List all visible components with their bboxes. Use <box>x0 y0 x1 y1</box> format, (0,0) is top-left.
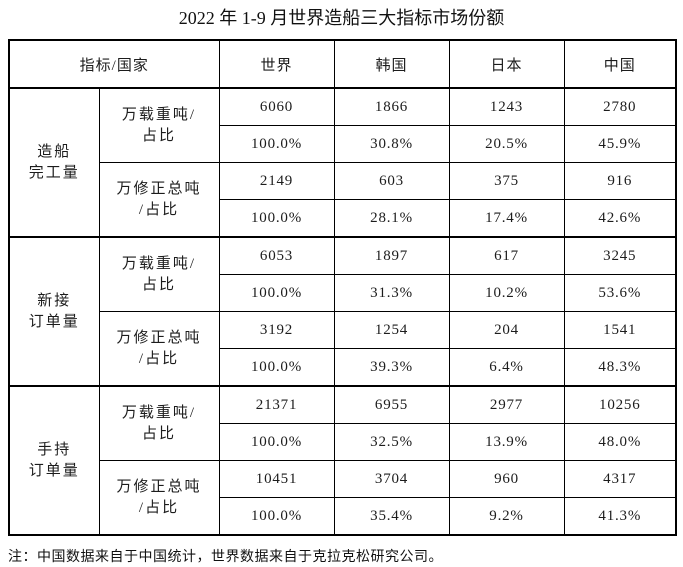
share-cell: 53.6% <box>563 274 677 312</box>
value-cell: 1541 <box>563 311 677 349</box>
table-header-row: 指标/国家 世界 韩国 日本 中国 <box>8 39 677 89</box>
share-cell: 35.4% <box>333 497 450 536</box>
metric-label-cell: 万修正总吨 /占比 <box>98 460 220 536</box>
value-cell: 1254 <box>333 311 450 349</box>
value-cell: 2977 <box>448 385 565 424</box>
value-cell: 6060 <box>218 87 335 126</box>
metric-label-line: /占比 <box>138 201 180 218</box>
group-label-line: 造船 <box>37 143 72 160</box>
value-cell: 4317 <box>563 460 677 498</box>
value-cell: 10451 <box>218 460 335 498</box>
table-row: 万修正总吨 /占比 10451 3704 960 4317 <box>9 460 677 536</box>
value-cell: 1866 <box>333 87 450 126</box>
market-share-table: 指标/国家 世界 韩国 日本 中国 造船 完工量 万载重吨/ 占比 6060 1… <box>8 39 678 536</box>
table-row: 新接 订单量 万载重吨/ 占比 6053 1897 617 3245 <box>8 236 677 387</box>
column-header-korea: 韩国 <box>333 39 450 89</box>
share-cell: 41.3% <box>563 497 677 536</box>
column-header-japan: 日本 <box>448 39 565 89</box>
share-cell: 100.0% <box>218 423 335 461</box>
share-cell: 100.0% <box>218 497 335 536</box>
footnote: 注：中国数据来自于中国统计，世界数据来自于克拉克松研究公司。 <box>8 548 443 564</box>
corner-header-cell: 指标/国家 <box>8 39 220 89</box>
share-cell: 13.9% <box>448 423 565 461</box>
column-header-world: 世界 <box>218 39 335 89</box>
metric-label-line: 万载重吨/ <box>121 106 197 123</box>
value-cell: 10256 <box>563 385 677 424</box>
value-cell: 3245 <box>563 236 677 275</box>
value-cell: 6053 <box>218 236 335 275</box>
metric-label-cell: 万载重吨/ 占比 <box>98 236 220 312</box>
value-cell: 2149 <box>218 162 335 200</box>
table-row: 100.0% 28.1% 17.4% 42.6% <box>9 199 677 238</box>
share-cell: 32.5% <box>333 423 450 461</box>
column-header-china: 中国 <box>563 39 677 89</box>
group-label-line: 新接 <box>37 292 72 309</box>
metric-label-line: 万载重吨/ <box>121 404 197 421</box>
share-cell: 42.6% <box>563 199 677 238</box>
metric-label-line: 占比 <box>142 276 177 293</box>
value-cell: 1243 <box>448 87 565 126</box>
share-cell: 10.2% <box>448 274 565 312</box>
metric-label-line: 万修正总吨 <box>116 478 202 495</box>
share-cell: 17.4% <box>448 199 565 238</box>
metric-label-line: /占比 <box>138 499 180 516</box>
document-title: 2022 年 1-9 月世界造船三大指标市场份额 <box>178 8 505 28</box>
share-cell: 100.0% <box>218 125 335 163</box>
group-label-line: 手持 <box>37 441 72 458</box>
share-cell: 20.5% <box>448 125 565 163</box>
metric-label-line: 万修正总吨 <box>116 329 202 346</box>
table-row: 100.0% 31.3% 10.2% 53.6% <box>9 274 677 312</box>
table-row: 100.0% 32.5% 13.9% 48.0% <box>9 423 677 461</box>
metric-label-cell: 万载重吨/ 占比 <box>98 385 220 461</box>
share-cell: 100.0% <box>218 274 335 312</box>
share-cell: 6.4% <box>448 348 565 387</box>
table-row: 万修正总吨 /占比 3192 1254 204 1541 <box>9 311 677 387</box>
table-row: 造船 完工量 万载重吨/ 占比 6060 1866 1243 2780 <box>8 87 677 238</box>
value-cell: 204 <box>448 311 565 349</box>
metric-label-cell: 万载重吨/ 占比 <box>98 87 220 163</box>
table-row: 100.0% 39.3% 6.4% 48.3% <box>9 348 677 387</box>
metric-label-line: 占比 <box>142 425 177 442</box>
group-label-line: 订单量 <box>28 462 80 479</box>
metric-label-line: 万修正总吨 <box>116 180 202 197</box>
group-label-line: 完工量 <box>28 164 80 181</box>
metric-label-cell: 万修正总吨 /占比 <box>98 311 220 387</box>
table-row: 手持 订单量 万载重吨/ 占比 21371 6955 2977 10256 <box>8 385 677 536</box>
table-row: 万修正总吨 /占比 2149 603 375 916 <box>9 162 677 238</box>
share-cell: 100.0% <box>218 199 335 238</box>
share-cell: 9.2% <box>448 497 565 536</box>
share-cell: 48.0% <box>563 423 677 461</box>
value-cell: 617 <box>448 236 565 275</box>
table-row: 100.0% 35.4% 9.2% 41.3% <box>9 497 677 536</box>
value-cell: 375 <box>448 162 565 200</box>
share-cell: 45.9% <box>563 125 677 163</box>
value-cell: 1897 <box>333 236 450 275</box>
share-cell: 31.3% <box>333 274 450 312</box>
value-cell: 603 <box>333 162 450 200</box>
metric-label-line: 万载重吨/ <box>121 255 197 272</box>
group-label-cell: 造船 完工量 <box>8 87 100 238</box>
group-label-cell: 新接 订单量 <box>8 236 100 387</box>
share-cell: 48.3% <box>563 348 677 387</box>
value-cell: 3192 <box>218 311 335 349</box>
value-cell: 6955 <box>333 385 450 424</box>
value-cell: 21371 <box>218 385 335 424</box>
table-row: 100.0% 30.8% 20.5% 45.9% <box>9 125 677 163</box>
metric-label-cell: 万修正总吨 /占比 <box>98 162 220 238</box>
group-label-cell: 手持 订单量 <box>8 385 100 536</box>
value-cell: 960 <box>448 460 565 498</box>
share-cell: 30.8% <box>333 125 450 163</box>
share-cell: 100.0% <box>218 348 335 387</box>
share-cell: 39.3% <box>333 348 450 387</box>
group-label-line: 订单量 <box>28 313 80 330</box>
value-cell: 916 <box>563 162 677 200</box>
metric-label-line: /占比 <box>138 350 180 367</box>
metric-label-line: 占比 <box>142 127 177 144</box>
value-cell: 2780 <box>563 87 677 126</box>
value-cell: 3704 <box>333 460 450 498</box>
share-cell: 28.1% <box>333 199 450 238</box>
